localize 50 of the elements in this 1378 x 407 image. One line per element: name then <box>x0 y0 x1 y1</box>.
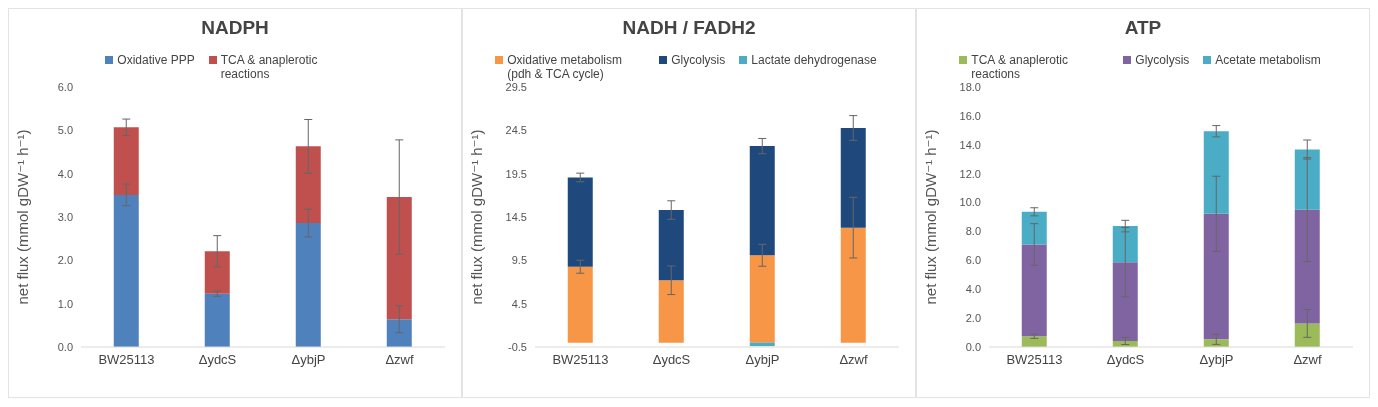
y-tick-label: 8.0 <box>965 225 981 238</box>
legend-label: Oxidative PPP <box>117 53 195 67</box>
y-tick-label: 29.5 <box>505 80 527 93</box>
legend-label: Acetate metabolism <box>1215 53 1321 67</box>
y-tick-label: 19.5 <box>505 167 527 180</box>
chart-title: NADH / FADH2 <box>621 17 757 39</box>
y-tick-label: 16.0 <box>959 109 981 122</box>
y-tick-label: 1.0 <box>57 297 73 310</box>
y-tick-label: 4.0 <box>965 283 981 296</box>
x-tick-label: Δzwf <box>385 352 414 368</box>
legend-label: TCA & anaplerotic reactions <box>971 53 1069 81</box>
x-tick-label: ΔydcS <box>652 352 691 368</box>
legend-label: Glycolysis <box>671 53 726 67</box>
y-tick-label: 14.5 <box>505 210 527 223</box>
x-tick-label: BW25113 <box>98 352 155 368</box>
y-axis-title: net flux (mmol gDW⁻¹ h⁻¹) <box>922 129 940 305</box>
y-tick-label: 3.0 <box>57 210 73 223</box>
y-tick-label: 0.0 <box>965 340 981 353</box>
y-tick-label: 6.0 <box>57 80 73 93</box>
x-tick-label: ΔybjP <box>745 352 780 368</box>
legend-label: TCA & anaplerotic reactions <box>220 53 319 81</box>
y-tick-label: 2.0 <box>57 254 73 267</box>
y-tick-label: 5.0 <box>57 124 73 137</box>
y-tick-label: 4.0 <box>57 167 73 180</box>
y-tick-label: 9.5 <box>511 254 527 267</box>
x-tick-label: ΔybjP <box>291 352 326 368</box>
y-tick-label: 12.0 <box>959 167 981 180</box>
x-tick-label: Δzwf <box>1293 352 1322 368</box>
y-tick-label: 0.0 <box>57 340 73 353</box>
y-tick-label: 18.0 <box>959 80 981 93</box>
x-tick-label: BW25113 <box>1006 352 1063 368</box>
legend-label: Oxidative metabolism (pdh & TCA cycle) <box>507 53 623 81</box>
legend-label: Glycolysis <box>1135 53 1190 67</box>
y-tick-label: 2.0 <box>965 312 981 325</box>
y-axis-title: net flux (mmol gDW⁻¹ h⁻¹) <box>14 129 32 305</box>
legend-label: Lactate dehydrogenase <box>751 53 877 67</box>
y-tick-label: 6.0 <box>965 254 981 267</box>
y-tick-label: -0.5 <box>508 340 527 353</box>
chart-title: NADPH <box>200 17 270 39</box>
x-tick-label: ΔybjP <box>1199 352 1234 368</box>
y-axis-title: net flux (mmol gDW⁻¹ h⁻¹) <box>468 129 486 305</box>
y-tick-label: 14.0 <box>959 138 981 151</box>
y-tick-label: 24.5 <box>505 124 527 137</box>
x-tick-label: BW25113 <box>552 352 609 368</box>
y-tick-label: 10.0 <box>959 196 981 209</box>
chart-title: ATP <box>1123 17 1163 39</box>
x-tick-label: ΔydcS <box>198 352 237 368</box>
y-tick-label: 4.5 <box>511 297 527 310</box>
x-tick-label: ΔydcS <box>1106 352 1145 368</box>
x-tick-label: Δzwf <box>839 352 868 368</box>
